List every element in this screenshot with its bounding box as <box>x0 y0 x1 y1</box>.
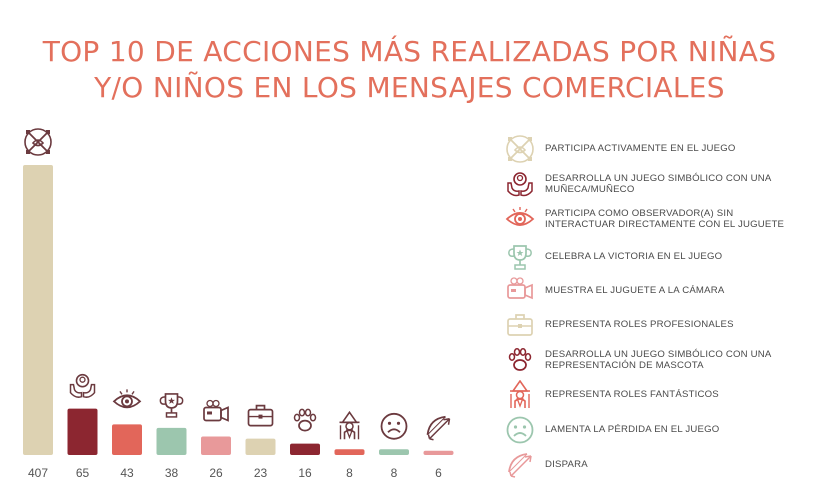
legend-label: CELEBRA LA VICTORIA EN EL JUEGO <box>545 251 795 263</box>
legend-label: LAMENTA LA PÉRDIDA EN EL JUEGO <box>545 424 795 436</box>
bar-chart: 407 65 43 38 26 23 16 8 8 6 <box>23 128 454 480</box>
legend-label-line-1: REPRESENTA ROLES FANTÁSTICOS <box>545 389 719 401</box>
legend-item: DESARROLLA UN JUEGO SIMBÓLICO CON UNA MUÑ… <box>505 167 805 201</box>
legend-item: MUESTRA EL JUGUETE A LA CÁMARA <box>505 274 805 308</box>
hands-cross-icon <box>24 128 52 156</box>
paw-icon <box>293 408 317 432</box>
legend-label-line-1: LAMENTA LA PÉRDIDA EN EL JUEGO <box>545 424 720 436</box>
legend-label: PARTICIPA COMO OBSERVADOR(A) SIN INTERACT… <box>545 208 795 231</box>
bar-3 <box>112 424 142 455</box>
bar-10 <box>423 450 454 455</box>
eye-icon <box>112 389 142 409</box>
chart-title-line-2: Y/O NIÑOS EN LOS MENSAJES COMERCIALES <box>94 71 725 104</box>
bar-1 <box>23 165 53 455</box>
legend-item: DISPARA <box>505 448 805 482</box>
hands-doll-icon <box>69 373 96 398</box>
chart-title: TOP 10 DE ACCIONES MÁS REALIZADAS POR NI… <box>0 34 819 106</box>
legend-label-line-1: CELEBRA LA VICTORIA EN EL JUEGO <box>545 251 723 263</box>
legend-item: REPRESENTA ROLES PROFESIONALES <box>505 308 805 342</box>
camera-icon <box>505 276 535 306</box>
legend-label-line-1: DESARROLLA UN JUEGO SIMBÓLICO CON UNA <box>545 172 772 184</box>
trophy-icon <box>159 393 184 418</box>
legend-item: PARTICIPA COMO OBSERVADOR(A) SIN INTERACT… <box>505 202 805 236</box>
bar-value-label-6: 23 <box>254 466 268 480</box>
legend-label-line-1: PARTICIPA COMO OBSERVADOR(A) SIN <box>545 207 734 219</box>
legend-label: DESARROLLA UN JUEGO SIMBÓLICO CON UNA MUÑ… <box>545 173 795 196</box>
hands-doll-icon <box>505 169 535 199</box>
wizard-icon <box>505 380 535 410</box>
legend-label-line-1: PARTICIPA ACTIVAMENTE EN EL JUEGO <box>545 143 736 155</box>
bar-value-label-2: 65 <box>76 466 90 480</box>
sad-face-icon <box>380 412 408 440</box>
bar-value-label-9: 8 <box>391 466 398 480</box>
bar-value-label-8: 8 <box>346 466 353 480</box>
wizard-icon <box>339 410 360 440</box>
bar-value-label-1: 407 <box>28 466 48 480</box>
legend-label: MUESTRA EL JUGUETE A LA CÁMARA <box>545 285 795 297</box>
legend-item: CELEBRA LA VICTORIA EN EL JUEGO <box>505 240 805 274</box>
bar-9 <box>379 449 409 455</box>
camera-icon <box>203 399 229 422</box>
bar-value-label-5: 26 <box>209 466 223 480</box>
bar-6 <box>245 438 276 455</box>
trophy-icon <box>505 242 535 272</box>
legend-label-line-2: MUÑECA/MUÑECO <box>545 184 635 195</box>
bar-7 <box>290 443 320 455</box>
legend-label-line-1: REPRESENTA ROLES PROFESIONALES <box>545 319 734 331</box>
paw-icon <box>505 345 535 375</box>
bow-arrow-icon <box>426 415 451 441</box>
legend-label: PARTICIPA ACTIVAMENTE EN EL JUEGO <box>545 143 795 155</box>
chart-title-line-1: TOP 10 DE ACCIONES MÁS REALIZADAS POR NI… <box>42 35 777 68</box>
bar-5 <box>201 436 231 455</box>
bar-2 <box>67 408 98 455</box>
legend-label: REPRESENTA ROLES FANTÁSTICOS <box>545 389 795 401</box>
legend-label: DISPARA <box>545 459 795 471</box>
bar-value-label-7: 16 <box>298 466 312 480</box>
bar-value-label-10: 6 <box>435 466 442 480</box>
bar-8 <box>334 449 365 455</box>
legend-item: REPRESENTA ROLES FANTÁSTICOS <box>505 378 805 412</box>
bow-arrow-icon <box>505 450 535 480</box>
legend-label-line-1: DISPARA <box>545 459 588 471</box>
legend-item: DESARROLLA UN JUEGO SIMBÓLICO CON UNA REP… <box>505 343 805 377</box>
legend-label-line-2: REPRESENTACIÓN DE MASCOTA <box>545 360 704 371</box>
legend-label-line-1: MUESTRA EL JUGUETE A LA CÁMARA <box>545 285 725 297</box>
bar-4 <box>156 427 187 455</box>
legend-label-line-2: INTERACTUAR DIRECTAMENTE CON EL JUGUETE <box>545 219 785 230</box>
bar-value-label-3: 43 <box>120 466 134 480</box>
hands-cross-icon <box>505 134 535 164</box>
sad-face-icon <box>505 415 535 445</box>
legend-label: DESARROLLA UN JUEGO SIMBÓLICO CON UNA REP… <box>545 349 795 372</box>
legend-label: REPRESENTA ROLES PROFESIONALES <box>545 319 795 331</box>
legend-item: LAMENTA LA PÉRDIDA EN EL JUEGO <box>505 413 805 447</box>
legend-label-line-1: DESARROLLA UN JUEGO SIMBÓLICO CON UNA <box>545 348 772 360</box>
briefcase-icon <box>505 310 535 340</box>
briefcase-icon <box>247 404 274 427</box>
legend-item: PARTICIPA ACTIVAMENTE EN EL JUEGO <box>505 132 805 166</box>
eye-icon <box>505 204 535 234</box>
bar-value-label-4: 38 <box>165 466 179 480</box>
